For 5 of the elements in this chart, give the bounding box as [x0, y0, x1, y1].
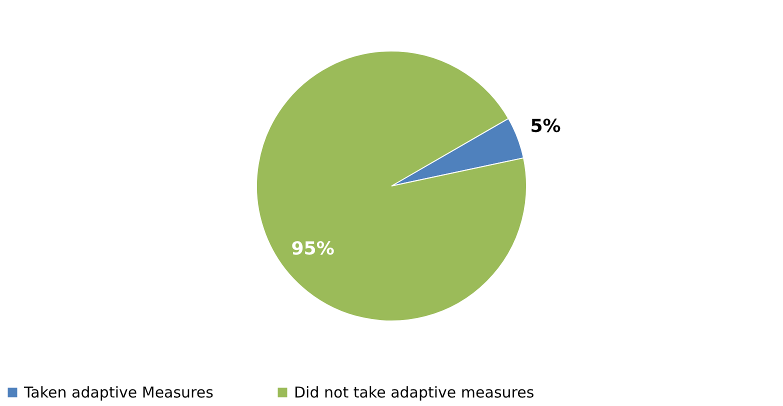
pie-slice: [256, 50, 527, 322]
data-label: 95%: [291, 238, 334, 260]
data-label: 5%: [530, 116, 561, 137]
legend-label: Did not take adaptive measures: [294, 384, 534, 402]
legend-label: Taken adaptive Measures: [23, 384, 214, 402]
